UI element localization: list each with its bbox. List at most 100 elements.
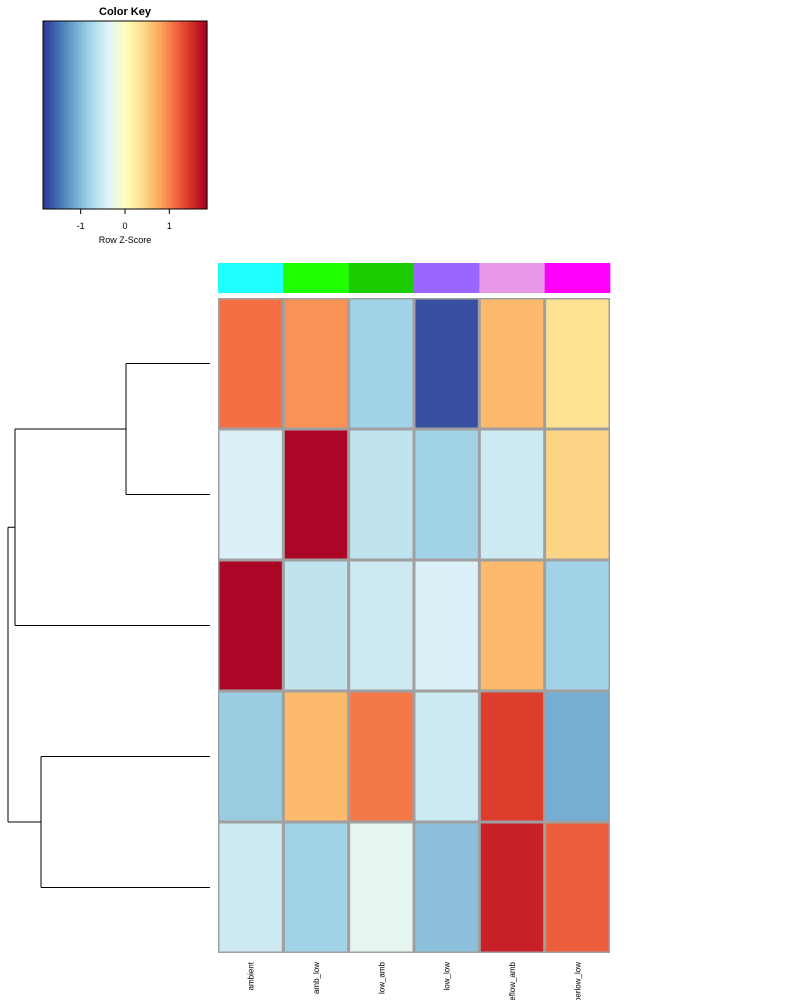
color-key-band [61, 21, 64, 209]
color-key-band [149, 21, 152, 209]
color-key-band [147, 21, 150, 209]
column-color-4 [414, 263, 480, 293]
heatmap-cell [219, 561, 282, 690]
color-key-gradient [43, 21, 208, 209]
heatmap-cell [415, 430, 478, 559]
heatmap-cell [546, 692, 609, 821]
color-key-tick-label: 0 [122, 221, 127, 231]
heatmap-cell [480, 561, 544, 690]
color-key-band [151, 21, 154, 209]
heatmap-cell [219, 430, 282, 559]
color-key-xlabel: Row Z-Score [99, 235, 152, 245]
heatmap-cell [284, 823, 348, 952]
column-label: oerlow_low [573, 962, 582, 1000]
color-key-band [135, 21, 138, 209]
color-key-band [115, 21, 118, 209]
color-key-band [111, 21, 114, 209]
color-key-band [179, 21, 182, 209]
color-key-band [49, 21, 52, 209]
color-key-band [191, 21, 194, 209]
heatmap-cell [350, 299, 413, 428]
color-key-band [155, 21, 158, 209]
color-key-band [43, 21, 46, 209]
color-key-band [189, 21, 192, 209]
heatmap-cell [219, 299, 282, 428]
color-key-band [125, 21, 128, 209]
color-key-band [79, 21, 82, 209]
color-key-band [105, 21, 108, 209]
color-key-band [167, 21, 170, 209]
color-key-band [139, 21, 142, 209]
heatmap-background [218, 298, 610, 953]
heatmap-cell [480, 299, 544, 428]
color-key-band [201, 21, 204, 209]
color-key-band [81, 21, 84, 209]
color-key-band [95, 21, 98, 209]
color-key-band [187, 21, 190, 209]
heatmap-cell [546, 430, 609, 559]
color-key-band [193, 21, 196, 209]
color-key-band [127, 21, 130, 209]
heatmap-cell [284, 692, 348, 821]
color-key-band [185, 21, 188, 209]
color-key-band [113, 21, 116, 209]
color-key-band [183, 21, 186, 209]
color-key-band [109, 21, 112, 209]
color-key-band [67, 21, 70, 209]
color-key-band [83, 21, 86, 209]
color-key-band [45, 21, 48, 209]
heatmap-cell [480, 823, 544, 952]
heatmap-cell [284, 430, 348, 559]
heatmap-cell [350, 823, 413, 952]
color-key-band [171, 21, 174, 209]
heatmap-cell [350, 692, 413, 821]
color-key-band [197, 21, 200, 209]
color-key-band [89, 21, 92, 209]
column-label: low_low [443, 962, 452, 991]
color-key-band [165, 21, 168, 209]
color-key-band [59, 21, 62, 209]
color-key-band [199, 21, 202, 209]
heatmap-cell [350, 561, 413, 690]
column-color-1 [218, 263, 284, 293]
heatmap-cell [480, 692, 544, 821]
color-key-band [75, 21, 78, 209]
color-key-band [77, 21, 80, 209]
color-key-band [103, 21, 106, 209]
color-key-band [87, 21, 90, 209]
color-key-band [53, 21, 56, 209]
column-label: ambient [247, 961, 256, 990]
column-color-6 [544, 263, 611, 293]
color-key-band [123, 21, 126, 209]
color-key-band [205, 21, 208, 209]
heatmap-cell [219, 692, 282, 821]
color-key-band [175, 21, 178, 209]
color-key-band [157, 21, 160, 209]
heatmap-cell [219, 823, 282, 952]
column-color-5 [479, 263, 545, 293]
color-key-tick-label: -1 [77, 221, 85, 231]
color-key-band [97, 21, 100, 209]
color-key-axis: -1 0 1 [77, 209, 172, 231]
color-key-band [93, 21, 96, 209]
color-key-band [101, 21, 104, 209]
color-key-band [177, 21, 180, 209]
color-key-band [169, 21, 172, 209]
heatmap-cell [415, 299, 478, 428]
color-key-band [133, 21, 136, 209]
heatmap-cell [480, 430, 544, 559]
color-key-band [63, 21, 66, 209]
color-key-band [99, 21, 102, 209]
heatmap-cell [415, 692, 478, 821]
color-key-band [65, 21, 68, 209]
color-key-band [47, 21, 50, 209]
color-key-band [145, 21, 148, 209]
column-color-3 [348, 263, 415, 293]
color-key-band [141, 21, 144, 209]
color-key-band [55, 21, 58, 209]
heatmap-cell [415, 823, 478, 952]
color-key-band [119, 21, 122, 209]
color-key-band [73, 21, 76, 209]
color-key-band [51, 21, 54, 209]
color-key-band [143, 21, 146, 209]
